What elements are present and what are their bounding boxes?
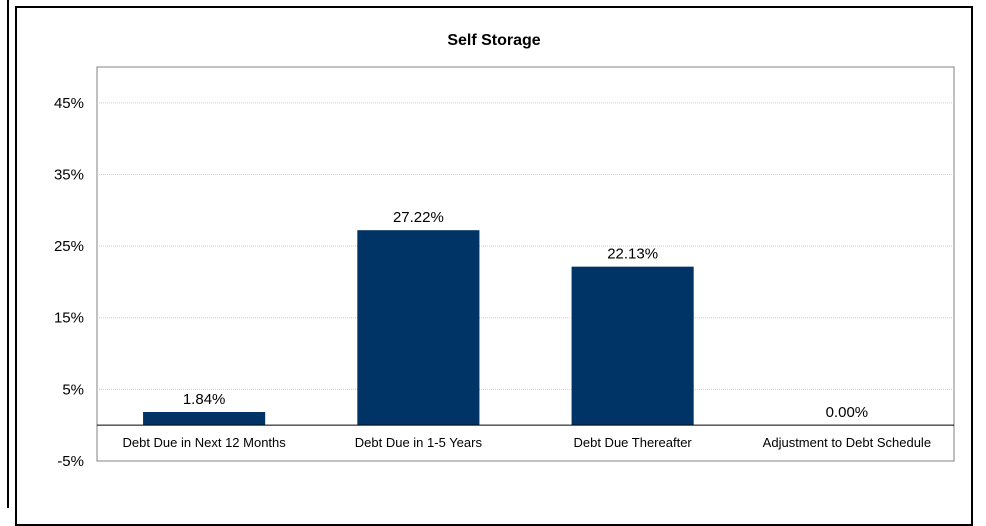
- bar: [571, 266, 694, 426]
- y-tick-label: 15%: [54, 310, 84, 327]
- category-label: Debt Due in 1-5 Years: [355, 435, 483, 450]
- data-label: 1.84%: [183, 391, 226, 408]
- bar: [143, 412, 266, 426]
- y-axis-ticks: 45% 35% 25% 15% 5% -5%: [54, 95, 84, 470]
- data-labels: 1.84% 27.22% 22.13% 0.00%: [183, 209, 868, 421]
- gridlines: [97, 102, 954, 390]
- y-tick-label: -5%: [57, 453, 84, 470]
- data-label: 27.22%: [393, 209, 444, 226]
- left-panel-edge: [0, 0, 9, 508]
- chart-title: Self Storage: [447, 32, 540, 49]
- bar: [357, 230, 480, 426]
- data-label: 0.00%: [826, 404, 869, 421]
- y-tick-label: 25%: [54, 238, 84, 255]
- y-tick-label: 5%: [62, 381, 84, 398]
- chart-frame: [15, 6, 973, 526]
- bar-chart: Self Storage 45% 35% 25% 15% 5% -5% 1.84% 27.2…: [54, 32, 955, 470]
- data-label: 22.13%: [607, 246, 658, 263]
- y-tick-label: 45%: [54, 95, 84, 112]
- category-label: Debt Due in Next 12 Months: [122, 435, 286, 450]
- category-label: Adjustment to Debt Schedule: [763, 435, 931, 450]
- x-axis-categories: Debt Due in Next 12 Months Debt Due in 1-…: [122, 435, 931, 450]
- category-label: Debt Due Thereafter: [573, 435, 692, 450]
- plot-area: [96, 66, 955, 462]
- y-tick-label: 35%: [54, 166, 84, 183]
- bars: [143, 230, 694, 426]
